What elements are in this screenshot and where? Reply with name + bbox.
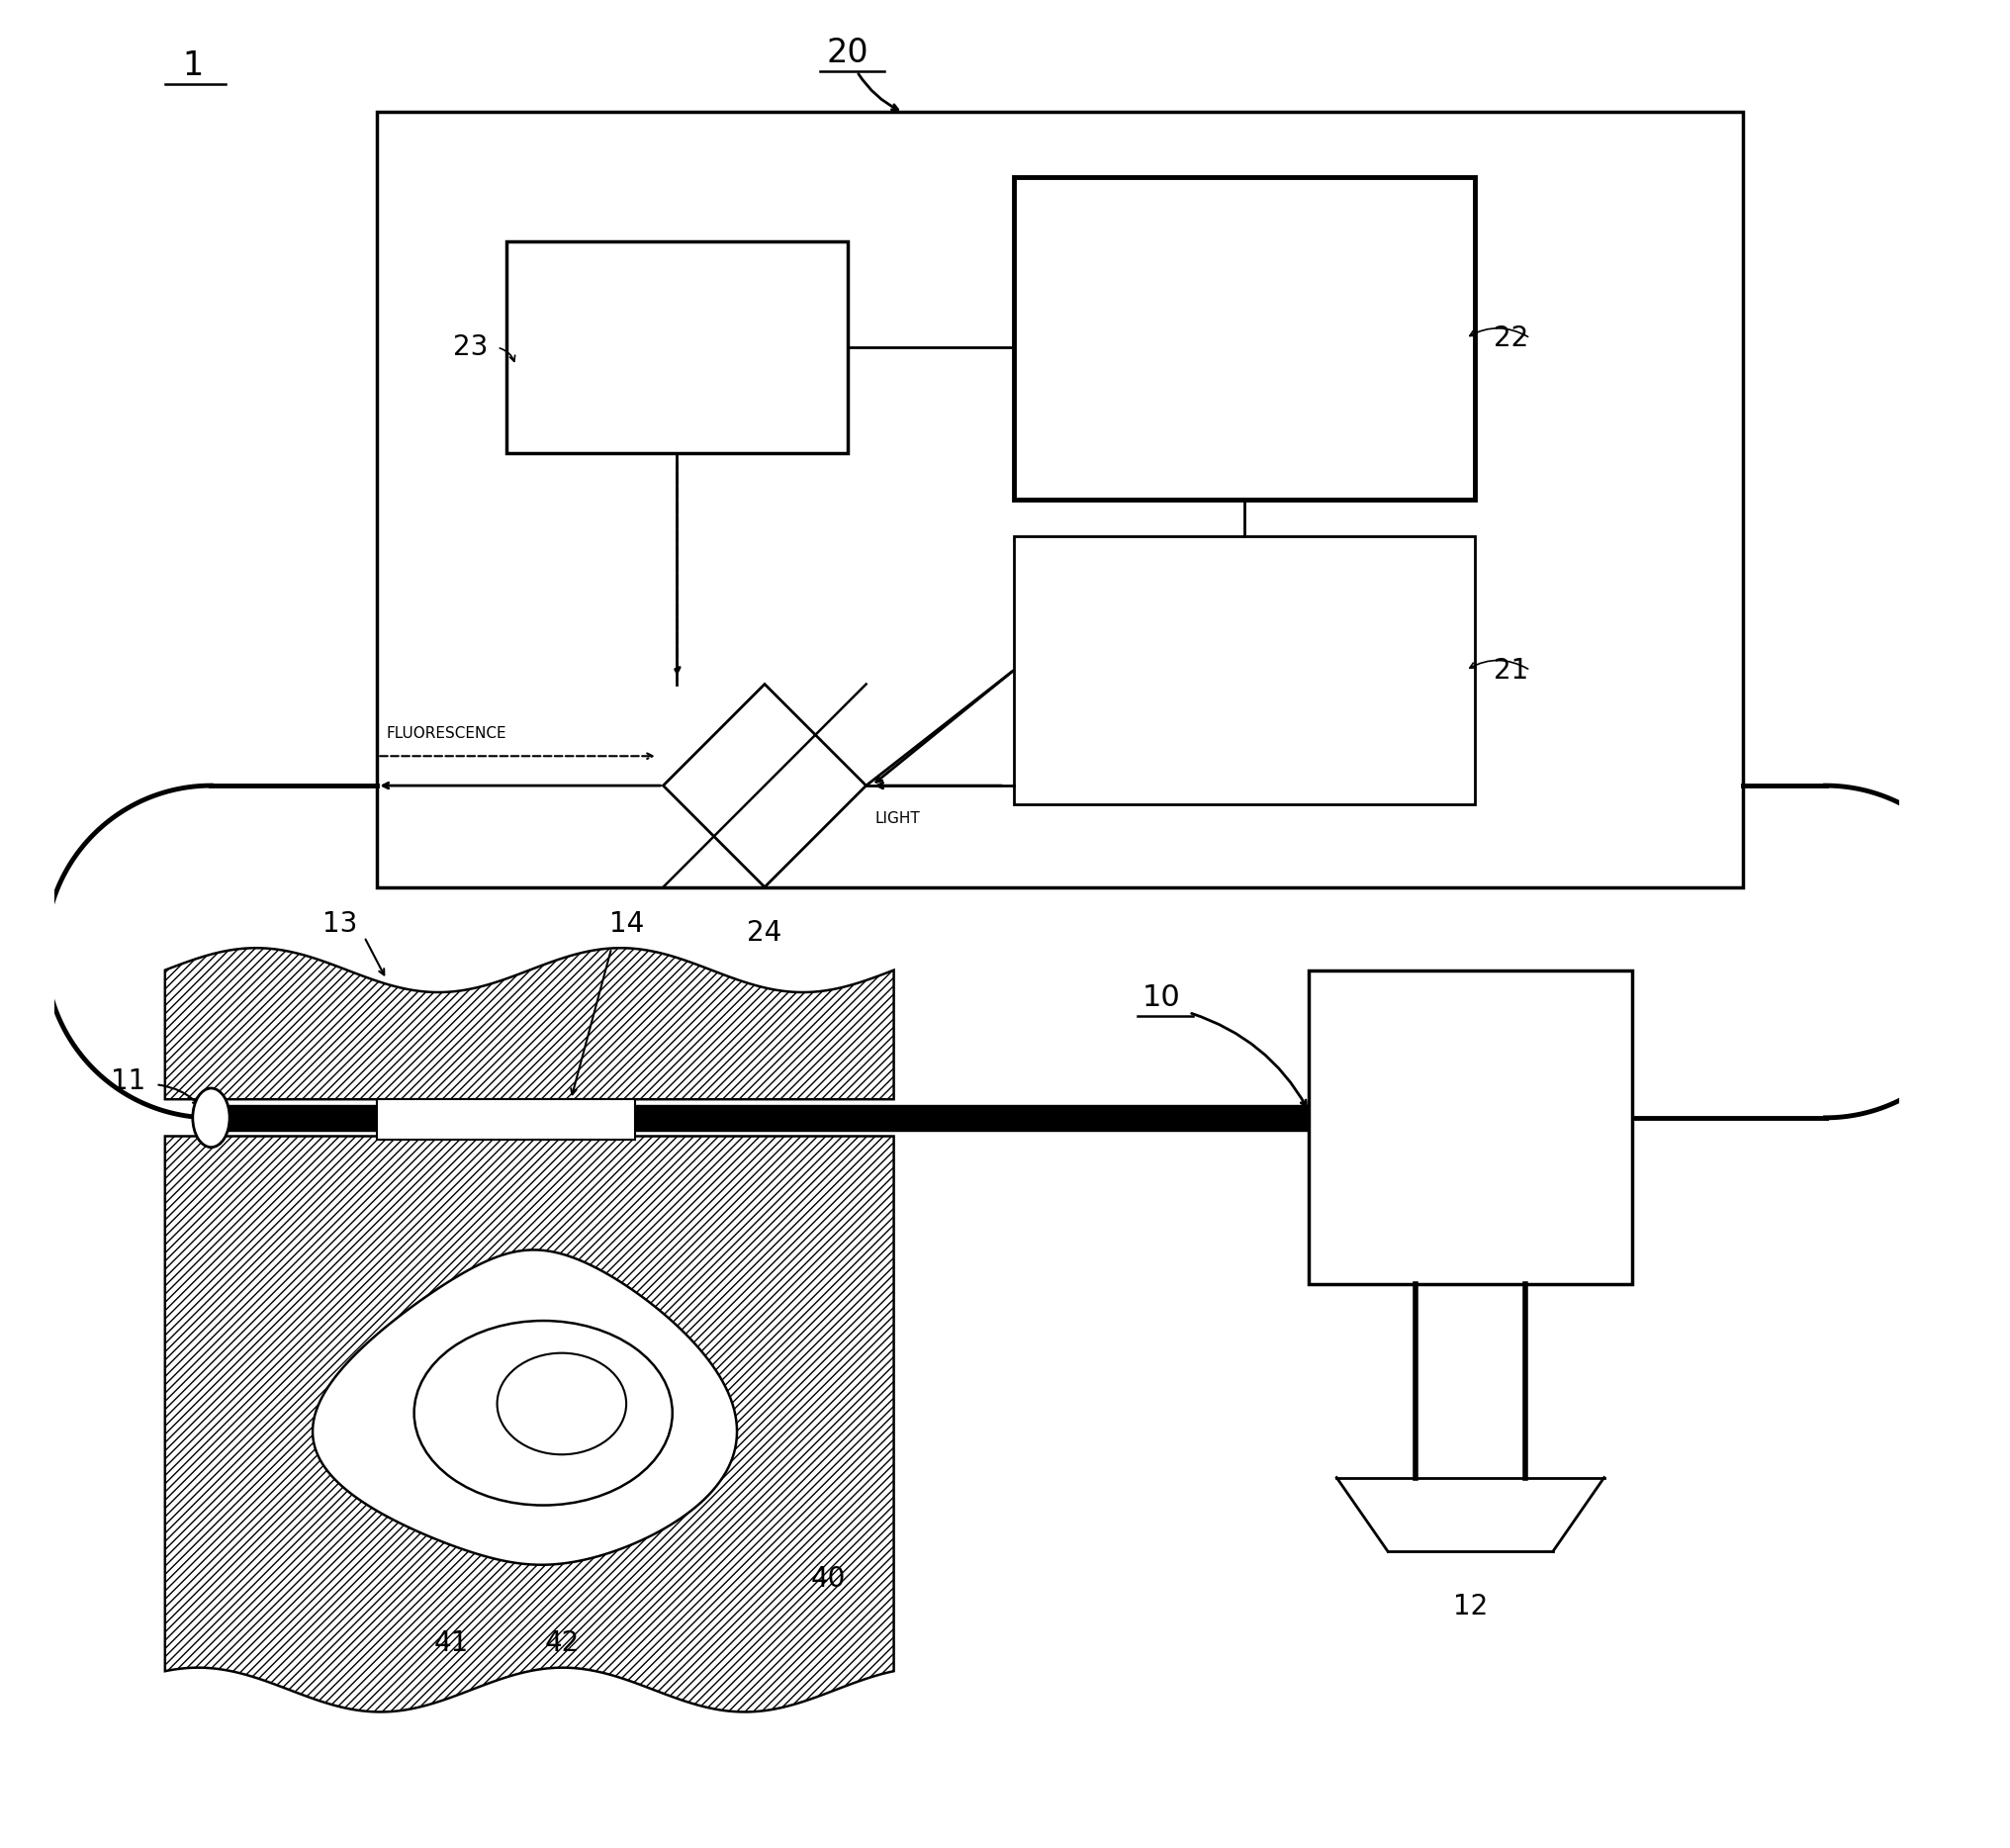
Polygon shape [165, 948, 894, 1100]
Bar [507, 242, 848, 453]
Text: 23: 23 [452, 333, 488, 360]
Text: 42: 42 [545, 1630, 579, 1658]
Text: 24: 24 [748, 918, 782, 946]
Text: 22: 22 [1493, 323, 1528, 351]
Text: 13: 13 [324, 911, 358, 937]
Text: 40: 40 [810, 1565, 846, 1593]
Text: 1: 1 [183, 50, 203, 83]
Bar [1013, 177, 1475, 499]
Ellipse shape [414, 1321, 673, 1506]
Bar [378, 1100, 635, 1140]
Ellipse shape [193, 1088, 229, 1148]
Text: 20: 20 [826, 37, 868, 70]
Polygon shape [663, 684, 866, 887]
Text: FLUORESCENCE: FLUORESCENCE [386, 726, 507, 741]
Bar [378, 113, 1743, 887]
Text: 12: 12 [1453, 1593, 1487, 1621]
Text: 41: 41 [434, 1630, 468, 1658]
Ellipse shape [496, 1353, 627, 1454]
Bar [1309, 970, 1632, 1284]
Text: 10: 10 [1142, 983, 1180, 1013]
Polygon shape [314, 1249, 738, 1565]
Text: 14: 14 [609, 911, 643, 937]
Polygon shape [165, 1137, 894, 1711]
Text: LIGHT: LIGHT [874, 811, 921, 826]
Bar [1013, 536, 1475, 804]
Text: 21: 21 [1493, 656, 1528, 684]
Text: 11: 11 [111, 1066, 145, 1094]
Ellipse shape [641, 1109, 659, 1127]
